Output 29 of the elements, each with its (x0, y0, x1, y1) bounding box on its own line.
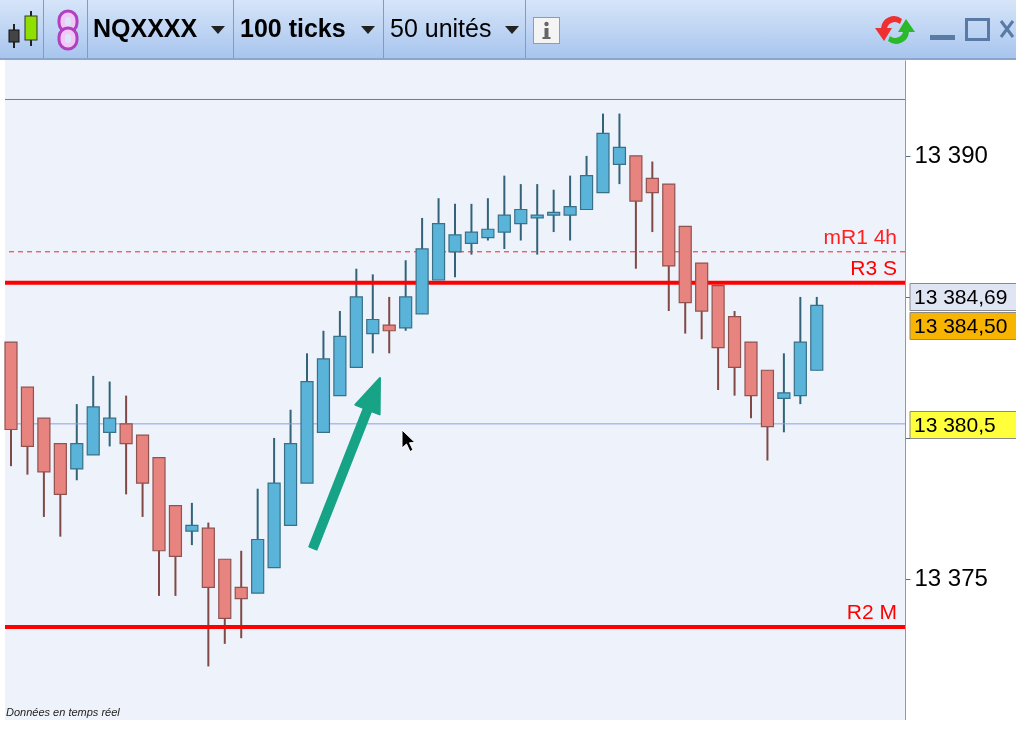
text: 13 380,5 (914, 413, 996, 436)
text: 13 384,50 (914, 314, 1008, 337)
candlestick (481, 197, 495, 242)
y-tick-label: 13 375 (914, 564, 988, 592)
text: 100 ticks (240, 13, 346, 43)
candlestick (563, 174, 577, 242)
candlestick (645, 160, 659, 234)
candlestick (777, 352, 791, 434)
annotation: Données en temps réel (6, 706, 120, 718)
text: 50 unités (390, 13, 492, 43)
candlestick (119, 394, 133, 496)
candlestick (103, 380, 117, 448)
text: 13 384,69 (914, 285, 1008, 308)
candlestick (547, 188, 561, 234)
ref-line-label: mR1 4h (823, 224, 897, 248)
candlestick (497, 174, 511, 250)
candlestick (382, 295, 396, 355)
ref-line-label: R2 M (846, 599, 897, 623)
candlestick (366, 273, 380, 355)
candlestick (612, 112, 627, 186)
candlestick (514, 183, 528, 242)
candlestick (448, 202, 462, 279)
candlestick (185, 501, 199, 547)
candlestick (464, 202, 479, 256)
y-tick-label: 13 390 (914, 141, 988, 169)
ref-line-label: R3 S (850, 255, 897, 279)
chart-title: NQXXXX (93, 13, 198, 43)
candlestick (234, 549, 248, 640)
candlestick (530, 183, 544, 256)
